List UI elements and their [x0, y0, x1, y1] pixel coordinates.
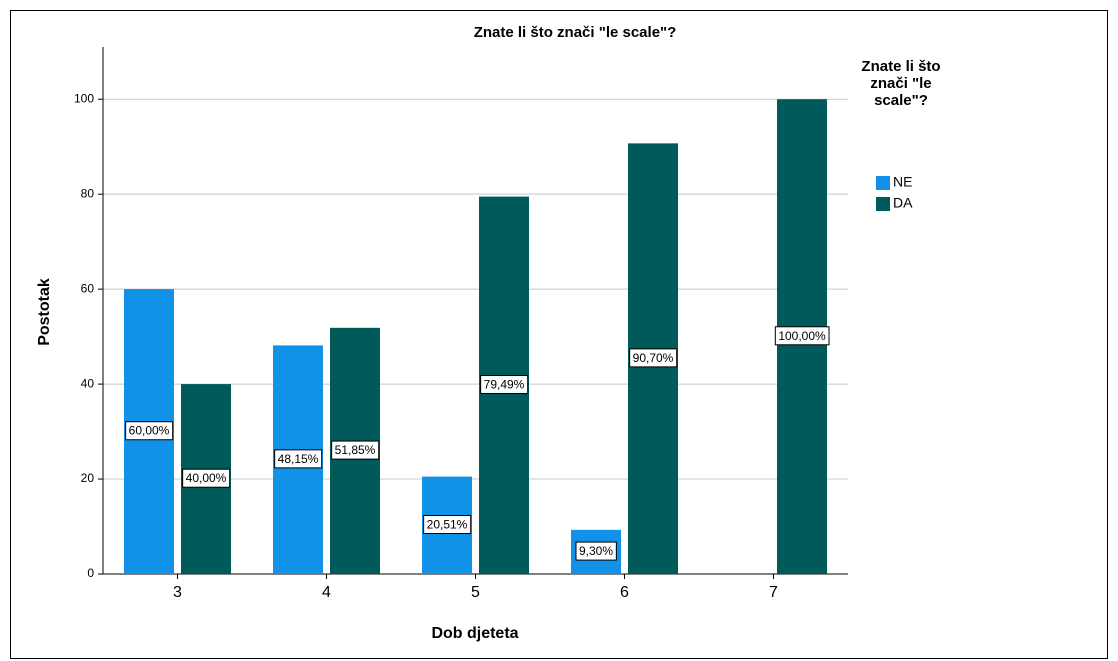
value-label: 79,49%	[484, 377, 525, 391]
value-label: 48,15%	[278, 452, 319, 466]
value-label-box	[480, 374, 529, 394]
value-label-box	[423, 514, 472, 534]
y-axis-label: Postotak	[36, 278, 53, 346]
x-tick-label: 6	[620, 584, 629, 601]
value-label: 60,00%	[129, 424, 170, 438]
x-tick-label: 4	[322, 584, 331, 601]
x-axis-label: Dob djeteta	[431, 625, 518, 642]
x-tick-label: 5	[471, 584, 480, 601]
value-label-box	[774, 326, 830, 346]
value-label-box	[274, 449, 323, 469]
legend-swatch	[876, 197, 890, 211]
legend-label: NE	[893, 174, 912, 190]
chart-title: Znate li što znači "le scale"?	[474, 24, 677, 41]
legend-title: Znate li što znači "le scale"?	[861, 58, 941, 109]
y-tick-label: 80	[81, 186, 95, 200]
value-label-box	[182, 468, 231, 488]
value-label: 9,30%	[579, 544, 613, 558]
value-label: 40,00%	[186, 471, 227, 485]
y-tick-label: 40	[81, 376, 95, 390]
y-tick-label: 20	[81, 471, 95, 485]
x-tick-label: 3	[173, 584, 182, 601]
value-label: 90,70%	[633, 351, 674, 365]
value-label-box	[125, 421, 174, 441]
legend-swatch	[876, 176, 890, 190]
y-tick-label: 60	[81, 281, 95, 295]
value-label: 100,00%	[778, 329, 826, 343]
frame	[10, 10, 1108, 659]
x-tick-label: 7	[769, 584, 778, 601]
value-label-box	[331, 440, 380, 460]
value-label: 20,51%	[427, 517, 468, 531]
y-tick-label: 0	[87, 566, 94, 580]
value-label-box	[629, 348, 678, 368]
y-tick-label: 100	[74, 91, 94, 105]
value-label-box	[575, 541, 617, 561]
legend-label: DA	[893, 195, 913, 211]
value-label: 51,85%	[335, 443, 376, 457]
